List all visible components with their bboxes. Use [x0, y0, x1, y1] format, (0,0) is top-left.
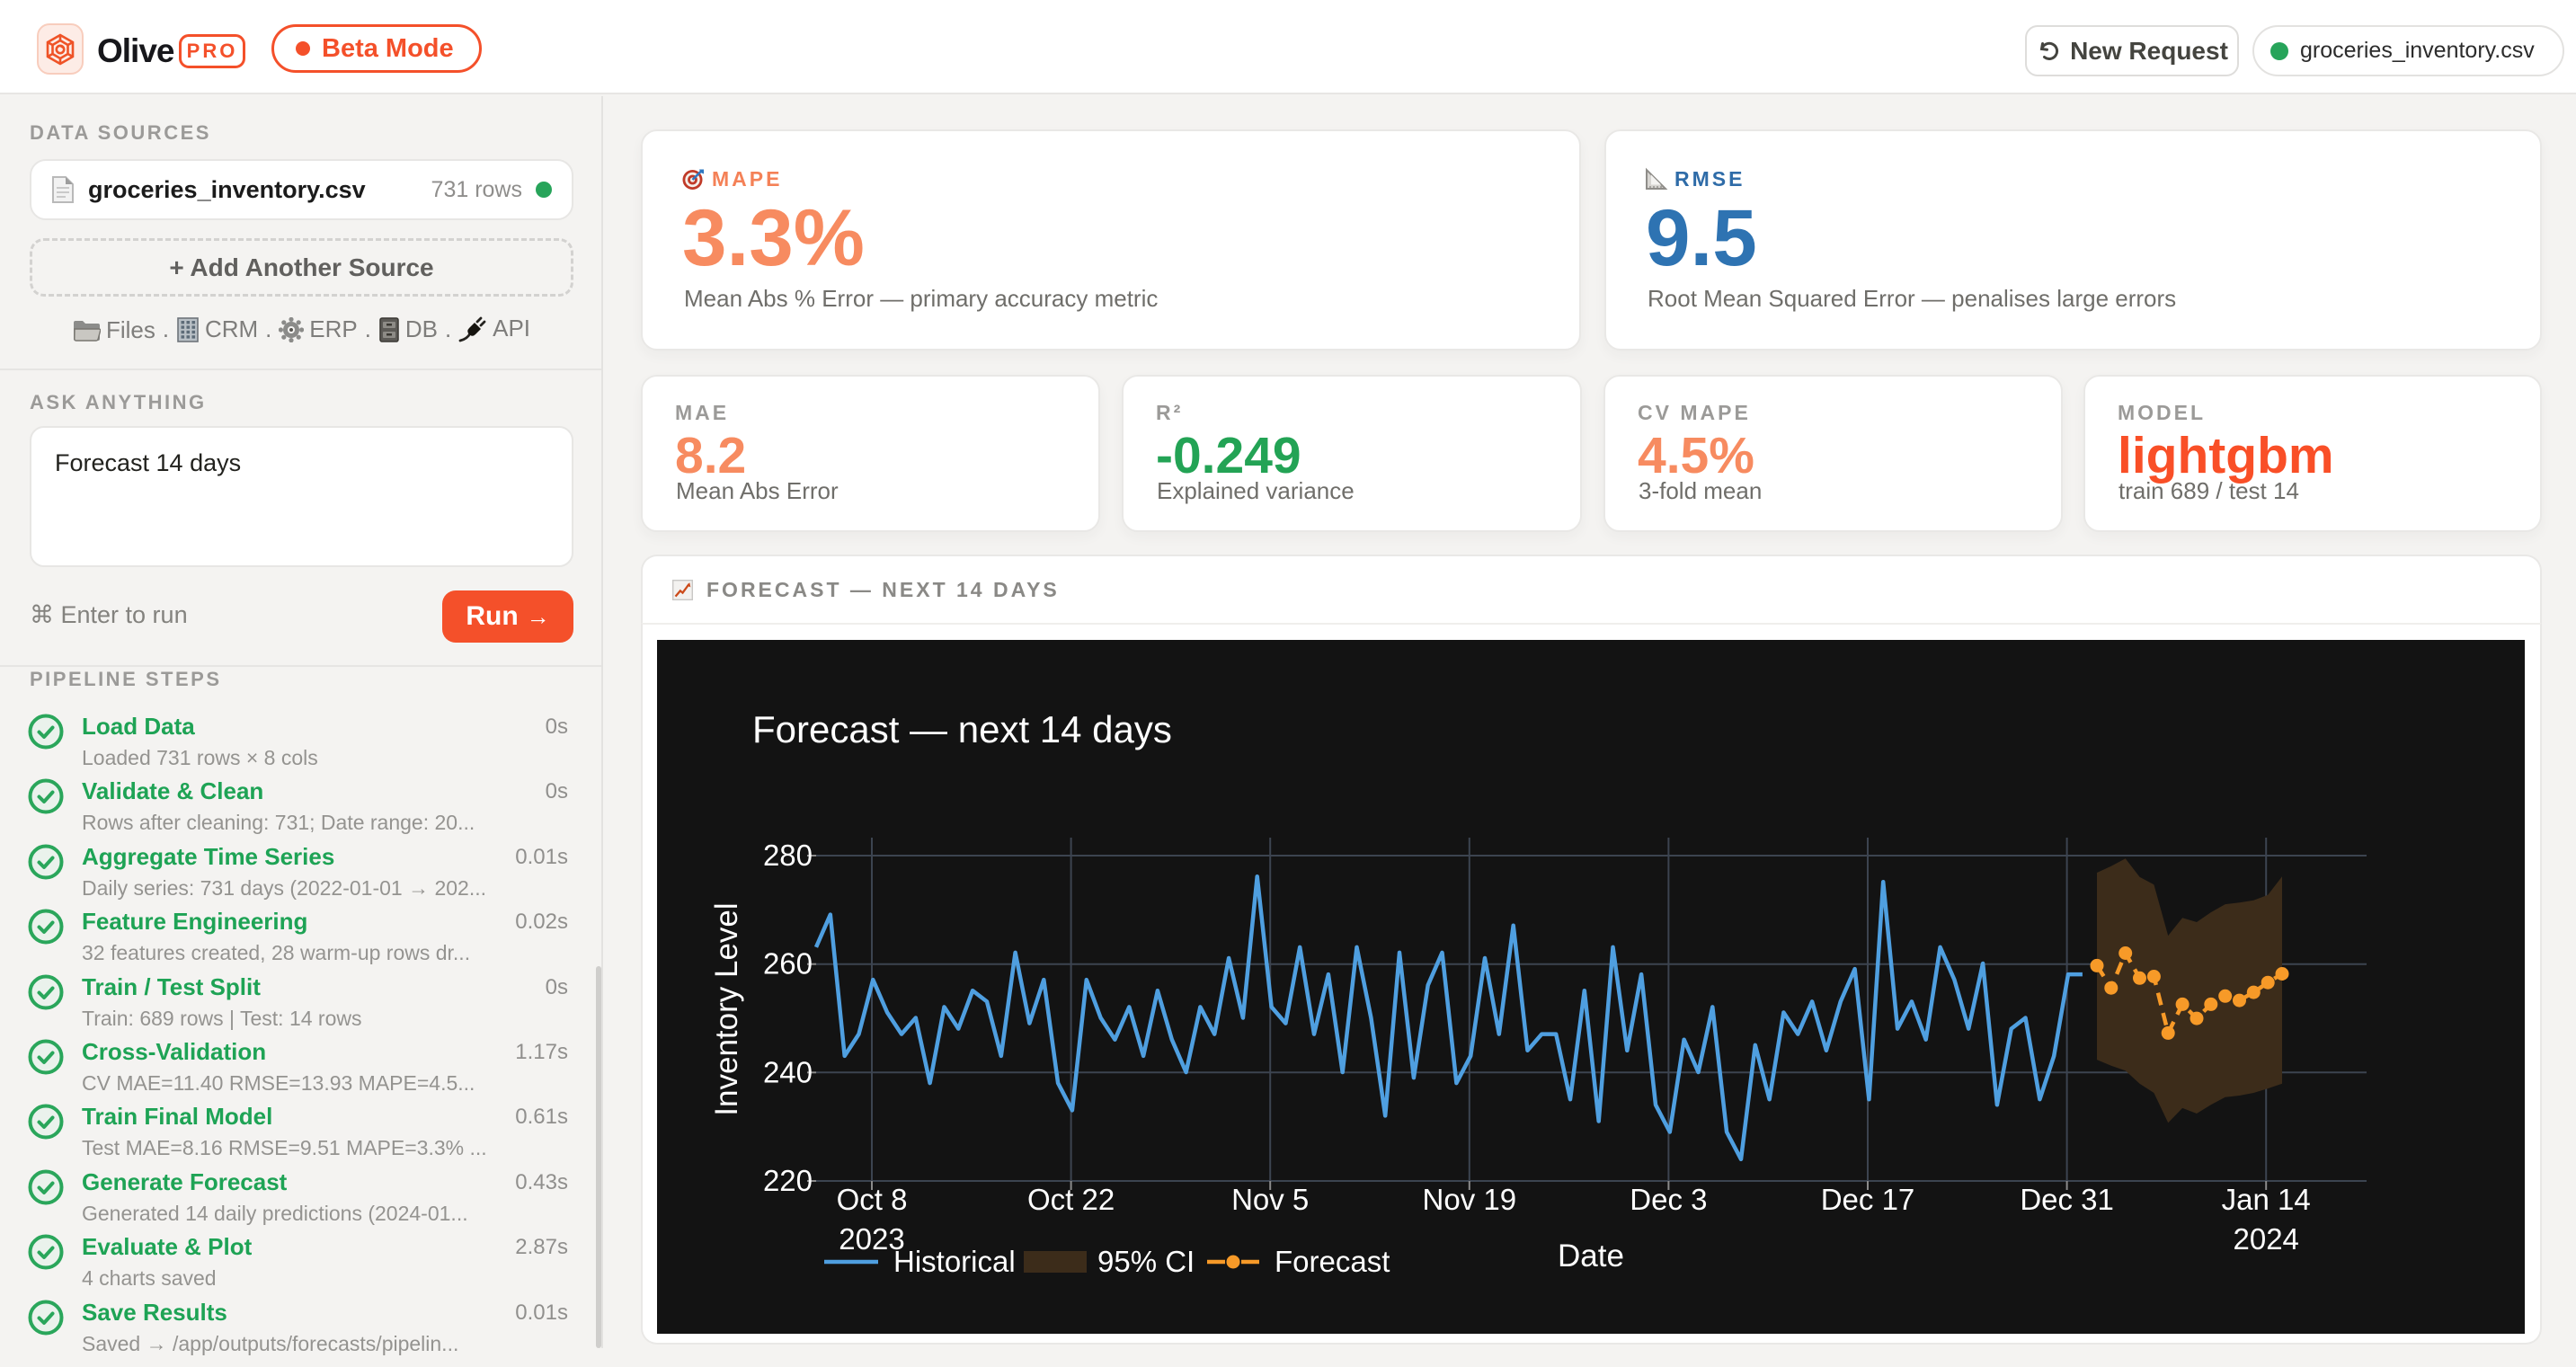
svg-text:95% CI: 95% CI: [1097, 1245, 1195, 1278]
svg-text:Oct 22: Oct 22: [1027, 1183, 1115, 1216]
svg-text:Historical: Historical: [893, 1245, 1016, 1278]
svg-text:260: 260: [763, 947, 813, 981]
svg-text:Forecast — next 14 days: Forecast — next 14 days: [752, 708, 1172, 750]
svg-text:Dec 3: Dec 3: [1630, 1183, 1707, 1216]
svg-text:Dec 17: Dec 17: [1821, 1183, 1915, 1216]
svg-text:Dec 31: Dec 31: [2020, 1183, 2114, 1216]
svg-text:2023: 2023: [839, 1222, 904, 1256]
svg-text:220: 220: [763, 1164, 813, 1197]
svg-text:Forecast: Forecast: [1275, 1245, 1390, 1278]
svg-text:Oct 8: Oct 8: [837, 1183, 908, 1216]
svg-text:240: 240: [763, 1055, 813, 1088]
svg-text:Nov 5: Nov 5: [1231, 1183, 1309, 1216]
svg-text:Date: Date: [1558, 1238, 1624, 1274]
svg-text:Jan 14: Jan 14: [2222, 1183, 2311, 1216]
svg-text:280: 280: [763, 839, 813, 872]
svg-text:Nov 19: Nov 19: [1423, 1183, 1517, 1216]
svg-text:2024: 2024: [2233, 1222, 2298, 1256]
svg-text:Inventory Level: Inventory Level: [709, 902, 744, 1115]
